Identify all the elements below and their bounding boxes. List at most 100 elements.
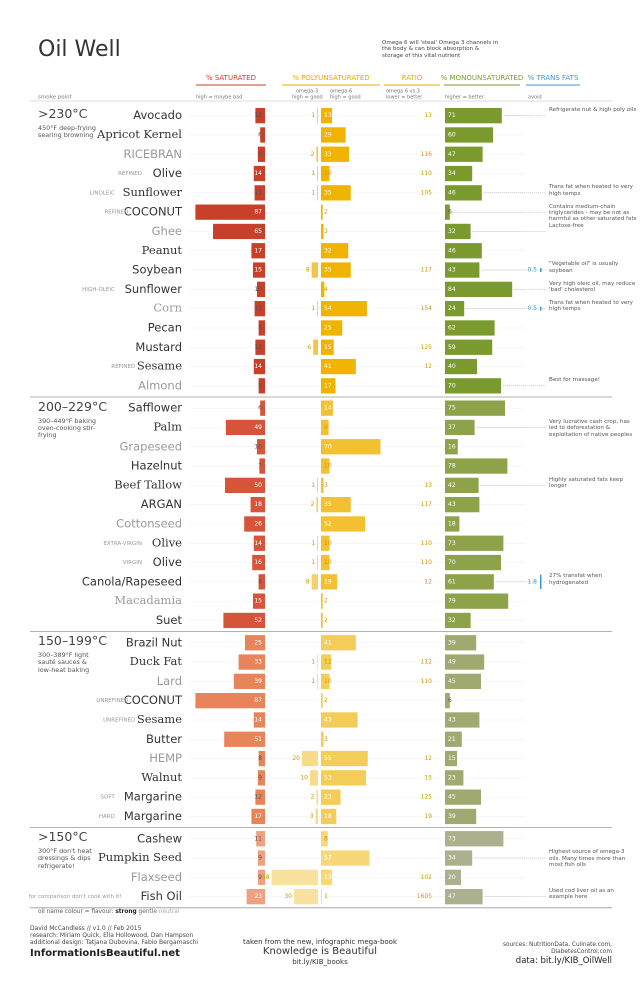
omega3-bar [317,165,318,182]
mono-value: 70 [448,382,456,389]
saturated-bar [246,889,265,905]
omega6-value: 10 [324,170,332,177]
mono-value: 18 [448,520,456,527]
oil-name: Cashew [137,831,182,845]
column-sub: omega 6 vs 3 [386,89,420,95]
saturated-bar [258,750,265,767]
mono-bar [445,223,471,240]
mono-bar [445,262,480,278]
omega6-value: 57 [324,855,332,862]
design: additional design: Tatjana Dubovina, Fab… [30,938,199,946]
oil-name: Cottonseed [116,516,182,530]
oil-name: Hazelnut [131,459,183,473]
omega6-bar [321,204,323,220]
mono-bar [445,516,460,532]
oil-prefix: UNREFINED [96,698,128,704]
omega6-value: 55 [324,755,332,762]
omega6-bar [321,574,338,590]
mono-bar [445,731,462,747]
omega6-value: 29 [324,131,332,138]
oil-name: Safflower [128,401,182,415]
column-label: % TRANS FATS [528,74,579,82]
saturated-bar [253,593,265,609]
omega6-bar [321,320,343,336]
oil-name: Duck Fat [130,654,183,668]
saturated-bar [245,635,265,651]
row-note: Trans fat when heated to very high temps [549,300,633,313]
data-link: data: bit.ly/KIB_OilWell [515,956,612,967]
omega3-value: 1 [311,482,315,489]
mono-bar [445,789,481,805]
mono-value: 39 [448,639,456,646]
mono-value: 47 [448,151,456,158]
mono-value: 43 [448,716,456,723]
saturated-bar [258,574,265,590]
ratio-value: 110 [421,170,433,177]
omega6-value: 10 [324,540,332,547]
ratio-value: 15 [424,774,432,781]
mono-bar [445,497,480,513]
saturated-value: 9 [258,874,262,881]
oil-name: Mustard [135,340,182,354]
oil-name: Brazil Nut [126,635,183,649]
saturated-bar [253,712,265,728]
ratio-value: 19 [424,813,432,820]
column-sub: omega-3 [296,89,318,95]
oil-name: Sunflower [125,282,183,296]
saturated-value: 14 [254,363,262,370]
saturated-value: 9 [258,774,262,781]
row-note: Contains medium-chain triglycerides - ma… [549,203,637,223]
omega3-value: 10 [300,774,308,781]
omega3-value: 8 [306,578,310,585]
saturated-value: 10 [254,443,262,450]
oil-name: Olive [153,166,182,180]
saturated-bar [233,673,265,689]
oil-name: Sunflower [123,185,183,199]
smoke-point: 150–199°C [38,633,107,649]
smoke-desc: 450°F deep-frying searing browning [38,124,96,140]
mono-bar [445,458,508,474]
omega6-value: 54 [324,305,332,312]
mono-value: 75 [448,405,456,412]
saturated-value: 8 [258,578,262,585]
oil-name: Sesame [137,359,182,373]
omega6-value: 35 [324,267,332,274]
omega3-value: 3 [310,813,314,820]
omega6-bar [321,262,351,278]
mono-value: 15 [448,755,456,762]
mono-value: 73 [448,835,456,842]
omega3-value: 2 [311,501,315,508]
omega6-value: 53 [324,774,332,781]
omega6-bar [321,146,350,162]
saturated-bar [238,654,265,670]
omega6-bar [321,497,351,513]
omega6-bar [321,612,323,629]
omega6-bar [321,281,325,297]
omega3-value: 1 [311,540,315,547]
omega6-bar [321,731,324,747]
oil-name: Macadamia [114,593,182,607]
saturated-value: 7 [258,463,262,470]
saturated-value: 49 [254,424,262,431]
mono-value: 84 [448,286,456,293]
saturated-value: 14 [254,170,262,177]
legend-neutral: neutral [158,909,180,915]
mono-value: 60 [448,131,456,138]
omega6-bar [321,223,324,240]
smoke-desc: 300°F don't heat dressings & dips refrig… [38,847,92,870]
saturated-value: 65 [254,228,262,235]
omega6-bar [321,673,330,689]
legend-strong: strong [115,909,137,915]
omega6-bar [321,889,322,905]
mono-bar [445,339,493,355]
oil-name: Apricot Kernel [96,127,182,141]
omega6-bar [321,869,333,885]
mono-bar [445,889,483,905]
omega6-bar [321,712,358,728]
oil-name: Almond [138,378,182,392]
oil-name: Canola/Rapeseed [82,574,182,588]
mono-value: 47 [448,893,456,900]
saturated-value: 11 [254,835,262,842]
